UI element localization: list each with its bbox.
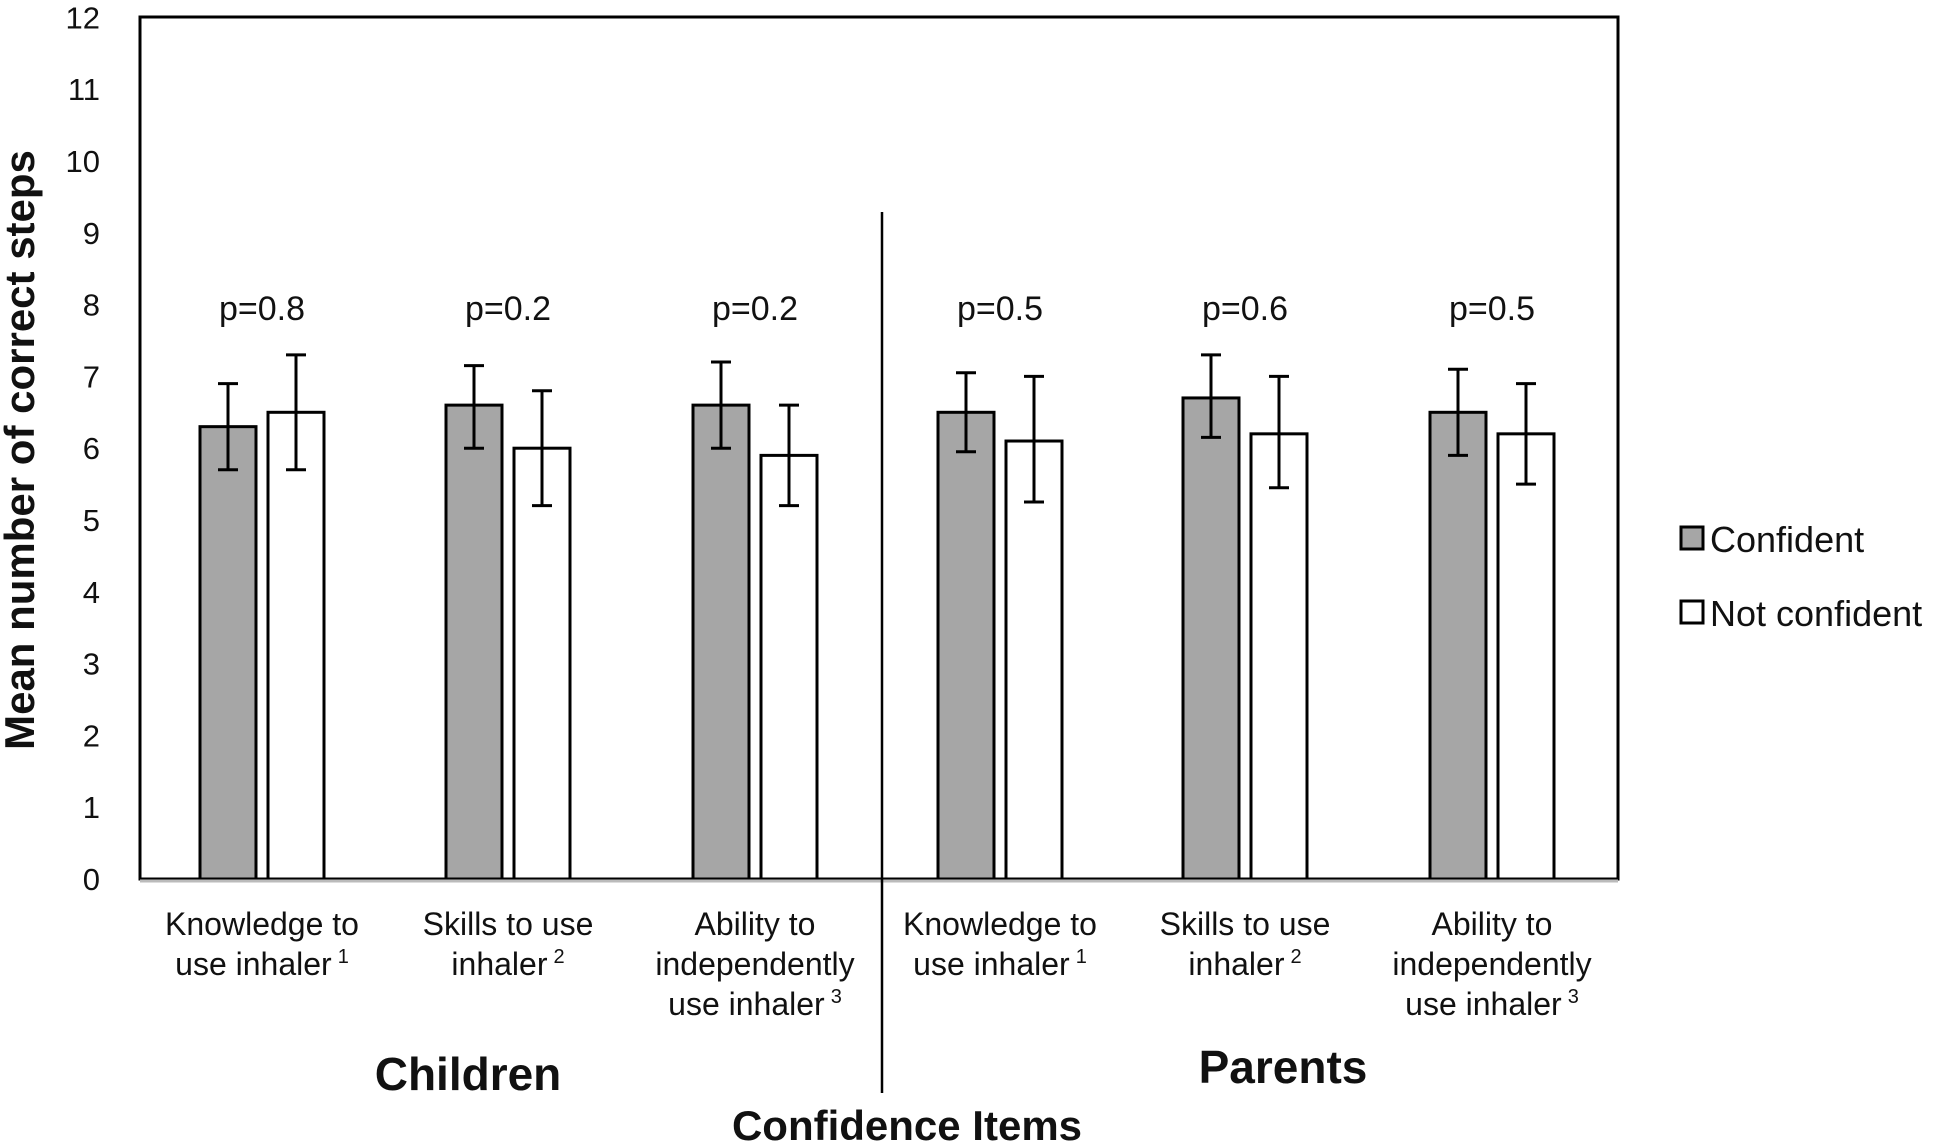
bar-not-confident: [512, 446, 572, 881]
legend-swatch-not-confident: [1679, 599, 1705, 625]
bar-not-confident: [266, 410, 326, 881]
x-axis-title: Confidence Items: [732, 1102, 1082, 1148]
p-value-label: p=0.8: [219, 290, 305, 328]
legend: Confident Not confident: [1679, 519, 1922, 634]
category-label-line: Ability to: [1432, 906, 1553, 942]
p-value-label: p=0.5: [957, 290, 1043, 328]
bar-not-confident: [1496, 432, 1556, 881]
y-tick-label: 7: [83, 359, 100, 394]
category-label-line: Ability to: [695, 906, 816, 942]
legend-label-confident: Confident: [1710, 519, 1864, 560]
category-label-line: use inhaler 1: [175, 946, 349, 982]
category-label-line: Knowledge to: [165, 906, 359, 942]
bars: [198, 396, 1556, 881]
bar-confident: [936, 410, 996, 881]
y-tick-label: 5: [83, 503, 100, 538]
p-value-label: p=0.2: [465, 290, 551, 328]
y-tick-label: 10: [66, 144, 100, 179]
plot-border: [138, 15, 1620, 881]
category-label-line: independently: [655, 946, 854, 982]
category-label-line: independently: [1392, 946, 1591, 982]
error-bars: [218, 353, 1536, 508]
group-label-children: Children: [375, 1048, 562, 1100]
category-label-line: use inhaler 3: [668, 986, 842, 1022]
bar-not-confident: [759, 453, 819, 881]
category-label-line: inhaler 2: [451, 946, 564, 982]
group-label-parents: Parents: [1199, 1041, 1368, 1093]
legend-label-not-confident: Not confident: [1710, 593, 1922, 634]
category-label-line: Knowledge to: [903, 906, 1097, 942]
y-axis-title: Mean number of correct steps: [0, 150, 43, 750]
p-value-label: p=0.2: [712, 290, 798, 328]
y-tick-label: 12: [66, 0, 100, 35]
y-tick-label: 3: [83, 647, 100, 682]
bar-not-confident: [1249, 432, 1309, 881]
category-label-line: use inhaler 3: [1405, 986, 1579, 1022]
bar-not-confident: [1004, 439, 1064, 881]
y-tick-label: 2: [83, 718, 100, 753]
bar-confident: [691, 403, 751, 881]
y-tick-label: 4: [83, 575, 100, 610]
y-tick-label: 11: [68, 72, 100, 107]
y-tick-label: 1: [83, 790, 100, 825]
bar-confident: [1181, 396, 1241, 881]
category-label-line: inhaler 2: [1188, 946, 1301, 982]
category-label-line: use inhaler 1: [913, 946, 1087, 982]
y-tick-label: 6: [83, 431, 100, 466]
y-tick-label: 8: [83, 288, 100, 323]
y-tick-label: 9: [83, 216, 100, 251]
p-value-label: p=0.6: [1202, 290, 1288, 328]
x-axis-category-labels: Knowledge to use inhaler 1 Skills to use inh…: [165, 906, 1592, 1022]
category-label-line: Skills to use: [1160, 906, 1331, 942]
legend-swatch-confident: [1679, 525, 1705, 551]
p-value-labels: p=0.8 p=0.2 p=0.2 p=0.5 p=0.6 p=0.5: [219, 290, 1535, 328]
y-tick-label: 0: [83, 862, 100, 897]
bar-confident: [444, 403, 504, 881]
p-value-label: p=0.5: [1449, 290, 1535, 328]
category-label-line: Skills to use: [423, 906, 594, 942]
bar-confident: [1428, 410, 1488, 881]
bar-confident: [198, 425, 258, 881]
plot-frame: [138, 15, 1620, 1093]
